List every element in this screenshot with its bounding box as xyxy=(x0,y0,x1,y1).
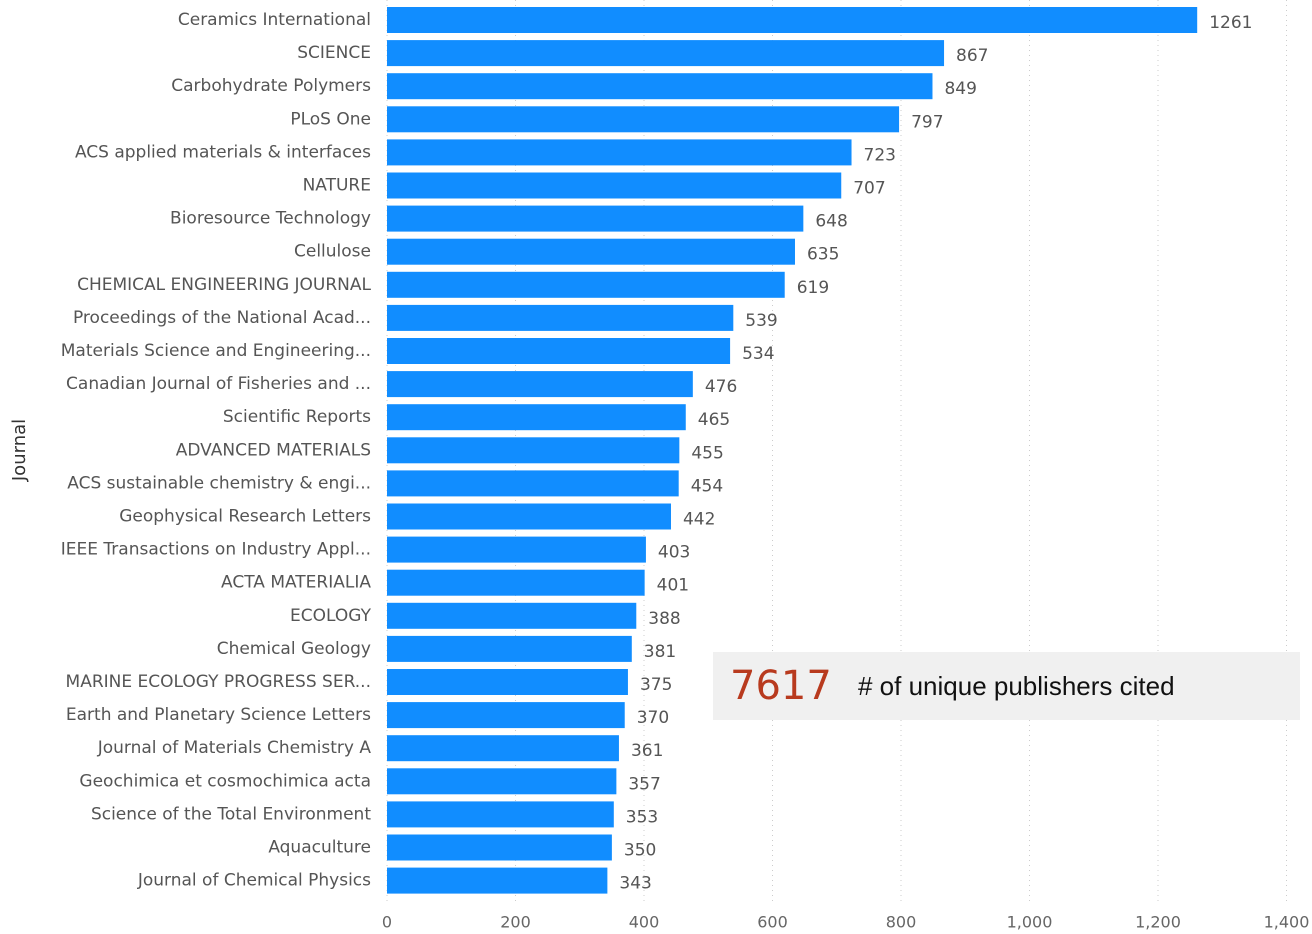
data-label: 401 xyxy=(657,576,689,596)
x-tick-label: 400 xyxy=(629,913,660,932)
y-tick-label: ACTA MATERIALIA xyxy=(221,573,371,593)
bar xyxy=(387,271,785,298)
data-label: 619 xyxy=(797,278,829,298)
x-tick-label: 600 xyxy=(757,913,788,932)
bar xyxy=(387,470,679,497)
x-tick-label: 1,200 xyxy=(1135,913,1181,932)
data-label: 476 xyxy=(705,377,737,397)
data-label: 867 xyxy=(956,46,988,66)
y-tick-label: Carbohydrate Polymers xyxy=(171,76,371,96)
y-tick-label: Cellulose xyxy=(294,242,371,262)
y-tick-label: ECOLOGY xyxy=(290,606,372,626)
bar xyxy=(387,73,933,100)
data-label: 539 xyxy=(745,311,777,331)
data-label: 635 xyxy=(807,245,839,265)
data-label: 465 xyxy=(698,410,730,430)
bar xyxy=(387,371,693,398)
y-tick-label: NATURE xyxy=(303,176,371,196)
bar xyxy=(387,768,617,795)
bar xyxy=(387,536,646,563)
y-tick-label: Bioresource Technology xyxy=(170,209,371,229)
bar xyxy=(387,238,795,265)
y-tick-label: ACS sustainable chemistry & engi... xyxy=(67,473,371,493)
bar xyxy=(387,867,608,894)
y-tick-label: PLoS One xyxy=(290,109,371,129)
data-label: 350 xyxy=(624,841,656,861)
y-tick-label: Aquaculture xyxy=(268,838,371,858)
data-label: 1261 xyxy=(1209,13,1252,33)
data-label: 797 xyxy=(911,112,943,132)
data-label: 849 xyxy=(944,79,976,99)
bar xyxy=(387,669,628,695)
data-label: 343 xyxy=(619,874,651,894)
bar xyxy=(387,338,731,364)
bar xyxy=(387,40,945,67)
y-tick-label: Ceramics International xyxy=(178,10,371,30)
y-tick-label: Journal of Materials Chemistry A xyxy=(97,738,372,758)
data-label: 707 xyxy=(853,179,885,199)
y-tick-label: Chemical Geology xyxy=(217,639,371,659)
bar xyxy=(387,304,734,331)
data-label: 403 xyxy=(658,543,690,563)
bar xyxy=(387,7,1198,33)
x-tick-label: 1,400 xyxy=(1264,913,1310,932)
data-label: 353 xyxy=(626,807,658,827)
card-value: 7617 xyxy=(730,663,832,709)
card: 7617 # of unique publishers cited xyxy=(713,652,1300,720)
y-tick-label: ACS applied materials & interfaces xyxy=(75,142,371,162)
y-tick-label: Journal of Chemical Physics xyxy=(137,871,371,891)
y-tick-label: ADVANCED MATERIALS xyxy=(176,440,371,460)
bar xyxy=(387,437,680,464)
y-tick-label: CHEMICAL ENGINEERING JOURNAL xyxy=(77,275,371,295)
data-label: 361 xyxy=(631,741,663,761)
data-label: 534 xyxy=(742,344,774,364)
x-tick-label: 800 xyxy=(886,913,917,932)
card-background xyxy=(713,652,1300,720)
bar xyxy=(387,834,612,861)
card-label: # of unique publishers cited xyxy=(858,671,1175,701)
y-tick-label: Proceedings of the National Acad... xyxy=(73,308,371,328)
data-label: 357 xyxy=(628,774,660,794)
data-label: 454 xyxy=(691,476,723,496)
bar xyxy=(387,106,900,133)
bar xyxy=(387,602,637,629)
x-tick-label: 200 xyxy=(500,913,531,932)
data-label: 370 xyxy=(637,708,669,728)
data-label: 442 xyxy=(683,510,715,530)
bar xyxy=(387,139,852,166)
data-label: 455 xyxy=(691,443,723,463)
bar xyxy=(387,801,614,828)
y-tick-label: MARINE ECOLOGY PROGRESS SER... xyxy=(66,672,371,692)
y-tick-label: Geochimica et cosmochimica acta xyxy=(79,771,371,791)
data-label: 375 xyxy=(640,675,672,695)
x-tick-label: 1,000 xyxy=(1007,913,1053,932)
data-label: 381 xyxy=(644,642,676,662)
bar xyxy=(387,404,686,431)
y-tick-label: Science of the Total Environment xyxy=(91,804,371,824)
data-label: 723 xyxy=(864,145,896,165)
bar xyxy=(387,735,619,762)
y-axis-title: Journal xyxy=(9,419,30,482)
bar xyxy=(387,172,842,199)
x-tick-label: 0 xyxy=(382,913,392,932)
data-label: 388 xyxy=(648,609,680,629)
bar xyxy=(387,702,625,729)
plot: 0 200 400 600 800 1,000 1,200 1,400 Ceramics Int… xyxy=(61,0,1310,932)
y-tick-label: Canadian Journal of Fisheries and ... xyxy=(66,374,371,394)
y-tick-label: Earth and Planetary Science Letters xyxy=(66,705,371,725)
bar xyxy=(387,635,632,662)
y-tick-label: Geophysical Research Letters xyxy=(119,507,371,527)
y-tick-label: Materials Science and Engineering... xyxy=(61,341,371,361)
bar xyxy=(387,569,645,596)
y-tick-label: IEEE Transactions on Industry Appl... xyxy=(61,540,371,560)
y-tick-label: Scientific Reports xyxy=(223,407,371,427)
data-label: 648 xyxy=(815,212,847,232)
bar xyxy=(387,503,671,530)
bar xyxy=(387,205,804,232)
y-tick-label: SCIENCE xyxy=(297,43,371,63)
